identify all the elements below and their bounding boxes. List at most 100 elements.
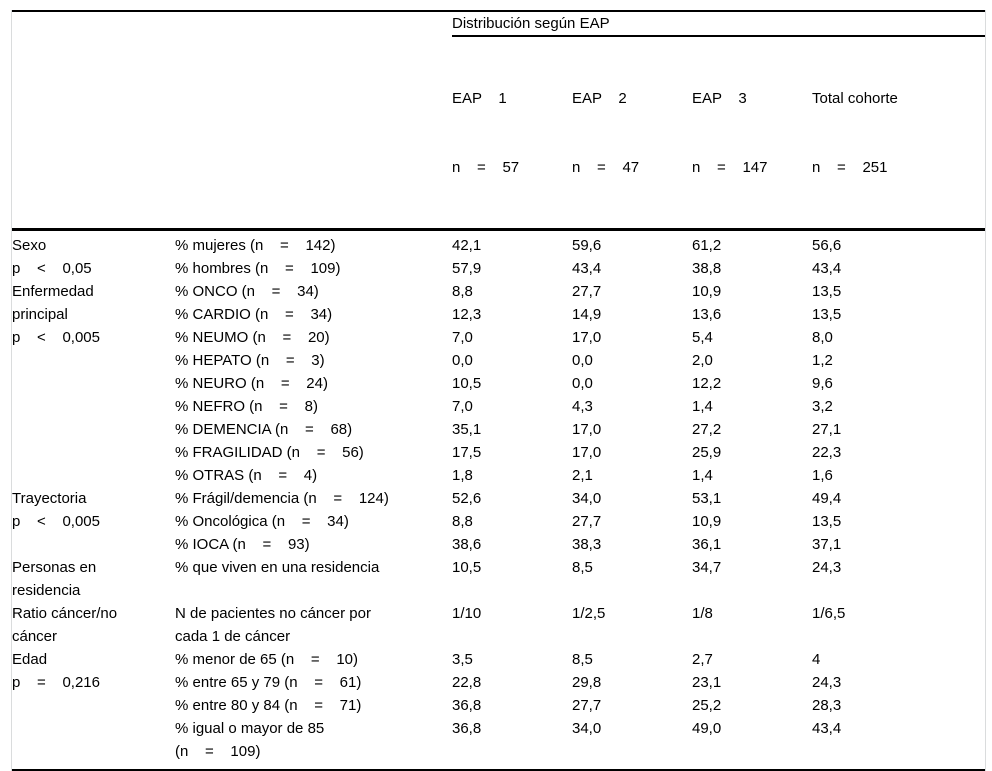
table-row: % IOCA (n = 93) 38,6 38,3 36,1 37,1 <box>12 533 985 556</box>
cell-eap1: 10,5 <box>452 559 482 576</box>
cell-total: 49,4 <box>812 490 842 507</box>
col-title-eap1: EAP 1 <box>452 90 507 107</box>
row-label: % CARDIO (n = 34) <box>175 306 333 323</box>
cell-eap1: 7,0 <box>452 398 473 415</box>
spanner-row: Distribución según EAP <box>12 11 985 37</box>
table-row: % Oncológica (n = 34) 8,8 27,7 10,9 13,5 <box>12 510 985 533</box>
cell-total: 24,3 <box>812 674 842 691</box>
table-row: % hombres (n = 109) 57,9 43,4 38,8 43,4 <box>12 257 985 280</box>
group-label-ratio: Ratio cáncer/no cáncer <box>12 605 118 645</box>
table-row: % FRAGILIDAD (n = 56) 17,5 17,0 25,9 22,… <box>12 441 985 464</box>
cell-total: 4 <box>812 651 821 668</box>
cell-total: 1,6 <box>812 467 833 484</box>
cell-eap3: 27,2 <box>692 421 722 438</box>
col-header-eap1: EAP 1 n = 57 <box>452 36 572 231</box>
cell-eap2: 8,5 <box>572 559 593 576</box>
col-header-total: Total cohorte n = 251 <box>812 36 985 231</box>
row-label: % IOCA (n = 93) <box>175 536 310 553</box>
cell-eap3: 36,1 <box>692 536 722 553</box>
col-title-eap2: EAP 2 <box>572 90 627 107</box>
cell-eap2: 2,1 <box>572 467 593 484</box>
cell-eap2: 38,3 <box>572 536 602 553</box>
row-label: % OTRAS (n = 4) <box>175 467 318 484</box>
col-n-eap2: n = 47 <box>572 159 640 176</box>
header-spacer-left <box>12 36 452 231</box>
col-header-eap3: EAP 3 n = 147 <box>692 36 812 231</box>
table-row: Personas en residencia % que viven en un… <box>12 556 985 602</box>
header-spacer <box>12 11 452 36</box>
cell-eap1: 8,8 <box>452 513 473 530</box>
group-label-trayectoria: Trayectoria p < 0,005 <box>12 490 100 530</box>
cell-total: 27,1 <box>812 421 842 438</box>
cell-eap1: 22,8 <box>452 674 482 691</box>
cell-eap3: 53,1 <box>692 490 722 507</box>
spanner-header: Distribución según EAP <box>452 11 985 37</box>
group-label-enfermedad: Enfermedad principal p < 0,005 <box>12 283 100 346</box>
row-label: % entre 65 y 79 (n = 61) <box>175 674 362 691</box>
cell-eap1: 12,3 <box>452 306 482 323</box>
cell-eap2: 17,0 <box>572 444 602 461</box>
row-label: N de pacientes no cáncer por cada 1 de c… <box>175 605 371 645</box>
table-row: % DEMENCIA (n = 68) 35,1 17,0 27,2 27,1 <box>12 418 985 441</box>
cell-total: 13,5 <box>812 513 842 530</box>
row-label: % HEPATO (n = 3) <box>175 352 325 369</box>
cell-eap1: 10,5 <box>452 375 482 392</box>
col-n-eap3: n = 147 <box>692 159 768 176</box>
cell-eap3: 10,9 <box>692 513 722 530</box>
cell-total: 43,4 <box>812 720 842 737</box>
cell-eap2: 43,4 <box>572 260 602 277</box>
cell-eap1: 35,1 <box>452 421 482 438</box>
cell-total: 37,1 <box>812 536 842 553</box>
cell-eap2: 0,0 <box>572 352 593 369</box>
cell-total: 28,3 <box>812 697 842 714</box>
cell-total: 3,2 <box>812 398 833 415</box>
cell-eap1: 38,6 <box>452 536 482 553</box>
col-title-total: Total cohorte <box>812 90 898 107</box>
cell-eap2: 27,7 <box>572 513 602 530</box>
cell-eap3: 61,2 <box>692 237 722 254</box>
cell-eap2: 8,5 <box>572 651 593 668</box>
cell-eap1: 1/10 <box>452 605 482 622</box>
cell-eap2: 0,0 <box>572 375 593 392</box>
cell-eap3: 5,4 <box>692 329 713 346</box>
cell-eap1: 8,8 <box>452 283 473 300</box>
cell-eap1: 0,0 <box>452 352 473 369</box>
cell-eap3: 1/8 <box>692 605 713 622</box>
cell-eap2: 4,3 <box>572 398 593 415</box>
page: Distribución según EAP EAP 1 n = 57 EAP … <box>11 10 986 771</box>
col-n-total: n = 251 <box>812 159 888 176</box>
row-label: % entre 80 y 84 (n = 71) <box>175 697 362 714</box>
cell-total: 9,6 <box>812 375 833 392</box>
cell-eap1: 1,8 <box>452 467 473 484</box>
table-row: % NEFRO (n = 8) 7,0 4,3 1,4 3,2 <box>12 395 985 418</box>
cell-eap1: 3,5 <box>452 651 473 668</box>
table-row: % HEPATO (n = 3) 0,0 0,0 2,0 1,2 <box>12 349 985 372</box>
column-header-row: EAP 1 n = 57 EAP 2 n = 47 EAP 3 n = 147 <box>12 36 985 231</box>
table-row: % OTRAS (n = 4) 1,8 2,1 1,4 1,6 <box>12 464 985 487</box>
cell-eap3: 1,4 <box>692 467 713 484</box>
cell-eap1: 57,9 <box>452 260 482 277</box>
col-header-eap2: EAP 2 n = 47 <box>572 36 692 231</box>
col-title-eap3: EAP 3 <box>692 90 747 107</box>
cell-eap3: 2,7 <box>692 651 713 668</box>
cell-eap1: 42,1 <box>452 237 482 254</box>
table-row: % NEURO (n = 24) 10,5 0,0 12,2 9,6 <box>12 372 985 395</box>
cell-eap1: 36,8 <box>452 697 482 714</box>
cell-eap2: 29,8 <box>572 674 602 691</box>
cell-total: 24,3 <box>812 559 842 576</box>
cell-eap3: 49,0 <box>692 720 722 737</box>
eap-distribution-table: Distribución según EAP EAP 1 n = 57 EAP … <box>12 10 985 771</box>
row-label: % hombres (n = 109) <box>175 260 341 277</box>
table-row: Trayectoria p < 0,005 % Frágil/demencia … <box>12 487 985 530</box>
cell-eap3: 2,0 <box>692 352 713 369</box>
cell-eap2: 34,0 <box>572 490 602 507</box>
cell-total: 13,5 <box>812 283 842 300</box>
cell-eap2: 27,7 <box>572 697 602 714</box>
cell-eap1: 52,6 <box>452 490 482 507</box>
row-label: % mujeres (n = 142) <box>175 237 336 254</box>
cell-eap2: 34,0 <box>572 720 602 737</box>
table-row: % CARDIO (n = 34) 12,3 14,9 13,6 13,5 <box>12 303 985 326</box>
cell-total: 1/6,5 <box>812 605 846 622</box>
cell-eap2: 17,0 <box>572 329 602 346</box>
cell-eap3: 12,2 <box>692 375 722 392</box>
